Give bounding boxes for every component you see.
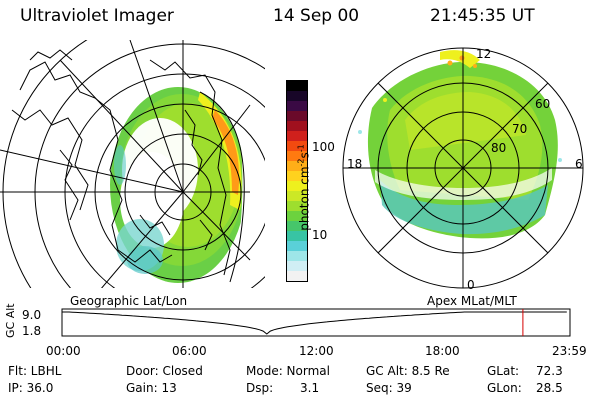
glat-label: GLat: [487,364,520,378]
ip-info: IP: 36.0 [8,381,54,395]
door-info: Door: Closed [126,364,203,378]
colorbar-swatch [287,211,307,221]
observation-time: 21:45:35 UT [430,6,535,26]
aurora-oval-geo [110,87,243,283]
longitude-grid [0,40,251,288]
colorbar-swatch [287,201,307,211]
x-tick-1200: 12:00 [299,344,334,358]
app-title: Ultraviolet Imager [20,6,174,26]
mlat-label-70: 70 [512,122,528,136]
colorbar-swatch [287,261,307,271]
x-tick-2359: 23:59 [552,344,587,358]
filter-info: Flt: LBHL [8,364,62,378]
colorbar-swatch [287,151,307,161]
dsp-value: 3.1 [300,381,320,395]
gain-info: Gain: 13 [126,381,177,395]
colorbar-swatch [287,191,307,201]
colorbar-swatch [287,141,307,151]
gc-alt-info: GC Alt: 8.5 Re [366,364,450,378]
geographic-label: Geographic Lat/Lon [70,294,188,308]
dsp-label: Dsp: [246,381,274,395]
glon-value: 28.5 [536,381,563,395]
colorbar-swatch [287,101,307,111]
x-tick-0000: 00:00 [46,344,81,358]
colorbar-swatch [287,121,307,131]
colorbar-swatch [287,181,307,191]
colorbar-swatch [287,161,307,171]
y-tick-1.8: 1.8 [22,324,42,338]
colorbar-swatch [287,171,307,181]
colorbar-swatch [287,241,307,251]
colorbar-swatch [287,231,307,241]
mlt-label-18: 18 [347,157,363,171]
y-tick-9: 9.0 [22,308,42,322]
altitude-curve [62,311,567,335]
mag-grid [342,47,584,289]
colorbar-swatch [287,221,307,231]
colorbar-swatch [287,91,307,101]
apex-label: Apex MLat/MLT [427,294,517,308]
observation-date: 14 Sep 00 [273,6,360,26]
coastlines [11,49,231,276]
seq-info: Seq: 39 [366,381,412,395]
mlat-label-80: 80 [491,141,507,155]
glat-value: 72.3 [536,364,563,378]
color-scale-bar [286,80,308,282]
mlat-label-60: 60 [535,97,551,111]
colorbar-tick-100: 100 [312,140,335,154]
colorbar-swatch [287,251,307,261]
colorbar-swatch [287,271,307,281]
colorbar-swatch [287,131,307,141]
colorbar-swatch [287,111,307,121]
colorbar-swatch [287,81,307,91]
mlt-label-12: 12 [476,47,492,61]
mlt-label-0: 0 [467,278,475,292]
mode-info: Mode: Normal [246,364,330,378]
colorbar-tick-10: 10 [312,228,328,242]
x-tick-1800: 18:00 [425,344,460,358]
mlt-label-6: 6 [575,157,583,171]
glon-label: GLon: [487,381,522,395]
x-tick-0600: 06:00 [172,344,207,358]
